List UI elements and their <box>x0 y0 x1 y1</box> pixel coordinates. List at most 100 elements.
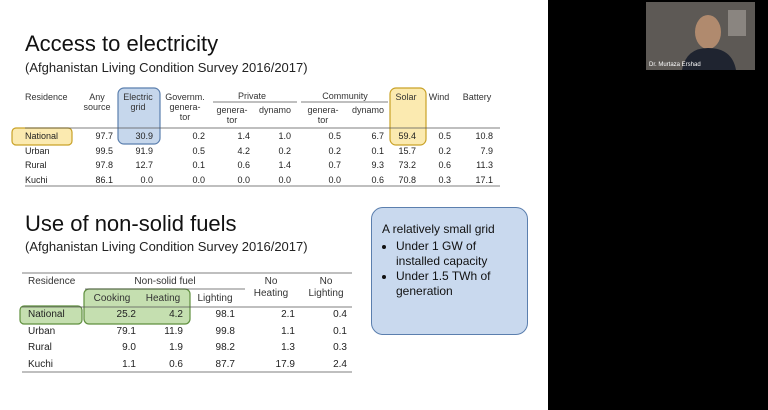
row-label: Urban <box>25 145 50 156</box>
cell: 0.2 <box>192 131 205 141</box>
cell: 0.7 <box>328 160 341 170</box>
column-header: dynamo <box>351 105 385 115</box>
solar-highlight <box>389 87 427 146</box>
cell: 79.1 <box>116 325 136 337</box>
cell: 6.7 <box>371 131 384 141</box>
cell: 11.9 <box>164 325 183 337</box>
participant-name: Dr. Murtaza Ershad <box>649 62 701 68</box>
cell: 0.1 <box>333 325 347 337</box>
cell: 1.1 <box>122 358 136 370</box>
subtitle: (Afghanistan Living Condition Survey 201… <box>25 60 308 75</box>
cell: 0.6 <box>169 358 183 370</box>
grid-highlight <box>117 87 161 145</box>
cell: 0.2 <box>278 145 291 156</box>
cell: 1.3 <box>281 342 295 353</box>
national-highlight <box>19 305 83 325</box>
row-label: Kuchi <box>28 358 54 370</box>
cell: 99.5 <box>95 145 113 156</box>
column-header: No <box>264 276 278 287</box>
column-header: Cooking <box>93 293 131 304</box>
cell: 97.8 <box>95 160 113 170</box>
callout-list: Under 1 GW of installed capacityUnder 1.… <box>382 239 519 299</box>
cell: 17.9 <box>275 358 295 370</box>
callout-heading: A relatively small grid <box>382 222 495 236</box>
cell: 0.1 <box>192 160 205 170</box>
cell: 1.9 <box>169 342 183 353</box>
cell: 7.9 <box>480 145 493 156</box>
row-label: National <box>28 309 65 320</box>
cell: 0.3 <box>438 174 451 185</box>
cell: 91.9 <box>135 145 153 156</box>
frame <box>728 10 746 36</box>
column-header: source <box>83 102 111 112</box>
slide-graphics <box>11 87 500 373</box>
cell: 15.7 <box>398 145 416 156</box>
cell: 0.2 <box>328 145 341 156</box>
cell: 30.9 <box>135 131 153 141</box>
column-header: No <box>319 276 333 287</box>
column-header: Electric <box>123 92 153 102</box>
cell: 1.4 <box>237 131 250 141</box>
title: Use of non-solid fuels <box>25 211 237 236</box>
cell: 2.4 <box>333 358 347 370</box>
row-label: Rural <box>25 160 47 170</box>
cell: 4.2 <box>169 309 183 320</box>
cell: 99.8 <box>215 325 235 337</box>
column-header: Lighting <box>308 288 344 299</box>
cell: 59.4 <box>398 131 416 141</box>
cell: 0.5 <box>438 131 451 141</box>
cell: 0.0 <box>278 174 291 185</box>
row-label: Rural <box>28 342 52 353</box>
cell: 2.1 <box>281 309 295 320</box>
cell: 1.1 <box>281 325 295 337</box>
row-label: Kuchi <box>25 174 48 185</box>
column-header: tor <box>226 115 238 125</box>
column-header: Heating <box>253 288 289 299</box>
cell: 86.1 <box>95 174 113 185</box>
column-header: Heating <box>145 293 181 304</box>
cell: 0.1 <box>371 145 384 156</box>
webcam-video <box>646 2 755 70</box>
group-header: Non-solid fuel <box>134 276 196 287</box>
column-header: Any <box>89 92 105 102</box>
cell: 0.6 <box>371 174 384 185</box>
webcam-tile: Dr. Murtaza Ershad <box>646 2 755 70</box>
cell: 11.3 <box>476 160 493 170</box>
cell: 0.4 <box>333 309 347 320</box>
bullet: Under 1 GW of installed capacity <box>396 239 519 269</box>
shoulders <box>682 48 736 70</box>
column-header: Governm. <box>165 92 205 102</box>
face <box>695 15 721 49</box>
cell: 9.0 <box>122 342 136 353</box>
cell: 70.8 <box>398 174 416 185</box>
subtitle: (Afghanistan Living Condition Survey 201… <box>25 239 308 254</box>
cell: 0.0 <box>140 174 153 185</box>
cell: 0.6 <box>237 160 250 170</box>
column-header: dynamo <box>258 105 292 115</box>
group-header: Private <box>237 91 267 101</box>
cell: 97.7 <box>95 131 113 141</box>
cell: 9.3 <box>371 160 384 170</box>
column-header: genera- <box>169 102 201 112</box>
column-header: genera- <box>216 105 248 115</box>
cell: 0.3 <box>333 342 347 353</box>
title: Access to electricity <box>25 31 219 56</box>
column-header: Wind <box>428 92 450 102</box>
column-header: tor <box>179 112 191 122</box>
cell: 73.2 <box>398 160 416 170</box>
cell: 0.5 <box>192 145 205 156</box>
column-header: Battery <box>462 92 492 102</box>
column-header: Solar <box>395 92 417 102</box>
cell: 1.4 <box>278 160 291 170</box>
cell: 25.2 <box>116 309 136 320</box>
cell: 0.0 <box>328 174 341 185</box>
cell: 1.0 <box>278 131 291 141</box>
column-header: Residence <box>25 92 68 102</box>
cell: 0.5 <box>328 131 341 141</box>
column-header: Residence <box>28 276 76 287</box>
bullet: Under 1.5 TWh of generation <box>396 269 519 299</box>
group-header: Community <box>322 91 368 101</box>
callout: A relatively small grid Under 1 GW of in… <box>371 207 528 335</box>
cell: 12.7 <box>135 160 153 170</box>
